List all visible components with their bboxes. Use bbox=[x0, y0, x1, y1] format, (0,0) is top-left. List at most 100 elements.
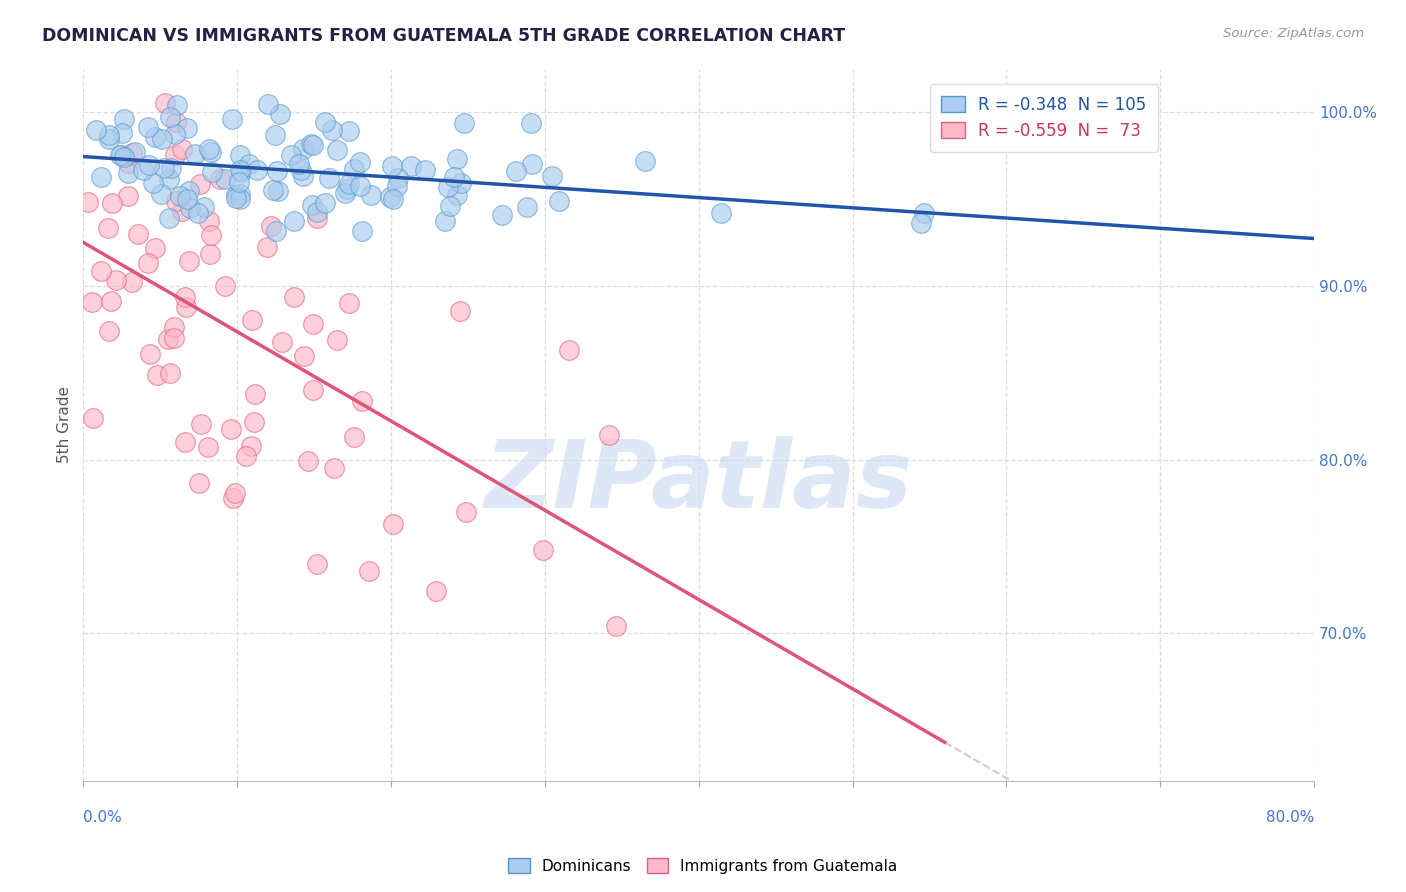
Point bbox=[337, 124, 360, 138]
Point bbox=[598, 427, 620, 442]
Point bbox=[381, 516, 404, 531]
Point bbox=[110, 148, 132, 162]
Point bbox=[136, 120, 159, 135]
Point bbox=[245, 387, 267, 401]
Point bbox=[302, 318, 325, 332]
Point bbox=[292, 142, 315, 156]
Point bbox=[446, 187, 468, 202]
Point bbox=[150, 131, 173, 145]
Point bbox=[378, 190, 401, 204]
Point bbox=[352, 224, 374, 238]
Point bbox=[352, 393, 374, 408]
Point bbox=[127, 227, 149, 241]
Text: 0.0%: 0.0% bbox=[83, 810, 122, 824]
Point bbox=[360, 187, 382, 202]
Point bbox=[163, 319, 186, 334]
Point bbox=[381, 159, 404, 173]
Point bbox=[256, 240, 278, 254]
Point bbox=[159, 110, 181, 124]
Point bbox=[456, 505, 478, 519]
Point bbox=[159, 366, 181, 380]
Point bbox=[271, 335, 294, 350]
Legend: Dominicans, Immigrants from Guatemala: Dominicans, Immigrants from Guatemala bbox=[502, 852, 904, 880]
Point bbox=[100, 293, 122, 308]
Y-axis label: 5th Grade: 5th Grade bbox=[58, 386, 72, 463]
Point bbox=[910, 215, 932, 229]
Point bbox=[174, 300, 197, 314]
Point bbox=[443, 170, 465, 185]
Point bbox=[149, 187, 172, 202]
Point bbox=[163, 331, 186, 345]
Point bbox=[292, 349, 315, 363]
Point bbox=[190, 417, 212, 431]
Point bbox=[174, 290, 197, 304]
Point bbox=[84, 123, 107, 137]
Point bbox=[90, 264, 112, 278]
Point bbox=[105, 273, 128, 287]
Point bbox=[121, 275, 143, 289]
Point bbox=[219, 422, 242, 436]
Point bbox=[540, 169, 562, 183]
Point bbox=[214, 278, 236, 293]
Text: 80.0%: 80.0% bbox=[1265, 810, 1315, 824]
Point bbox=[558, 343, 581, 357]
Point bbox=[170, 142, 193, 156]
Point bbox=[516, 200, 538, 214]
Point bbox=[112, 112, 135, 127]
Point bbox=[169, 189, 191, 203]
Point bbox=[912, 206, 935, 220]
Point bbox=[229, 165, 252, 179]
Point bbox=[267, 184, 290, 198]
Point bbox=[131, 162, 153, 177]
Point bbox=[157, 172, 180, 186]
Point bbox=[229, 186, 252, 201]
Point bbox=[142, 176, 165, 190]
Point bbox=[146, 368, 169, 383]
Point bbox=[415, 163, 437, 178]
Point bbox=[136, 256, 159, 270]
Point bbox=[382, 192, 405, 206]
Point bbox=[157, 211, 180, 225]
Point bbox=[117, 156, 139, 170]
Point bbox=[139, 347, 162, 361]
Point bbox=[156, 332, 179, 346]
Point bbox=[97, 221, 120, 235]
Point bbox=[519, 116, 541, 130]
Point bbox=[280, 148, 302, 162]
Point bbox=[531, 543, 554, 558]
Text: DOMINICAN VS IMMIGRANTS FROM GUATEMALA 5TH GRADE CORRELATION CHART: DOMINICAN VS IMMIGRANTS FROM GUATEMALA 5… bbox=[42, 27, 845, 45]
Point bbox=[138, 158, 160, 172]
Point bbox=[174, 434, 197, 449]
Point bbox=[179, 184, 201, 198]
Point bbox=[399, 159, 422, 173]
Point bbox=[491, 208, 513, 222]
Point bbox=[200, 145, 222, 159]
Point bbox=[520, 156, 543, 170]
Point bbox=[314, 195, 336, 210]
Point bbox=[301, 138, 323, 153]
Point bbox=[269, 107, 291, 121]
Point bbox=[257, 96, 280, 111]
Point bbox=[197, 142, 219, 156]
Point bbox=[318, 171, 340, 186]
Point bbox=[437, 180, 460, 194]
Point bbox=[200, 228, 222, 243]
Point bbox=[229, 162, 252, 177]
Point bbox=[710, 206, 733, 220]
Point bbox=[336, 182, 359, 196]
Point bbox=[337, 178, 360, 192]
Point bbox=[98, 325, 121, 339]
Point bbox=[221, 112, 243, 127]
Point bbox=[188, 177, 211, 191]
Point bbox=[425, 584, 447, 599]
Point bbox=[321, 123, 343, 137]
Point bbox=[322, 461, 344, 475]
Point bbox=[77, 194, 100, 209]
Point bbox=[108, 148, 131, 162]
Point bbox=[197, 440, 219, 454]
Point bbox=[450, 177, 472, 191]
Legend: R = -0.348  N = 105, R = -0.559  N =  73: R = -0.348 N = 105, R = -0.559 N = 73 bbox=[929, 84, 1159, 152]
Point bbox=[153, 161, 176, 175]
Point bbox=[349, 179, 371, 194]
Point bbox=[385, 178, 408, 193]
